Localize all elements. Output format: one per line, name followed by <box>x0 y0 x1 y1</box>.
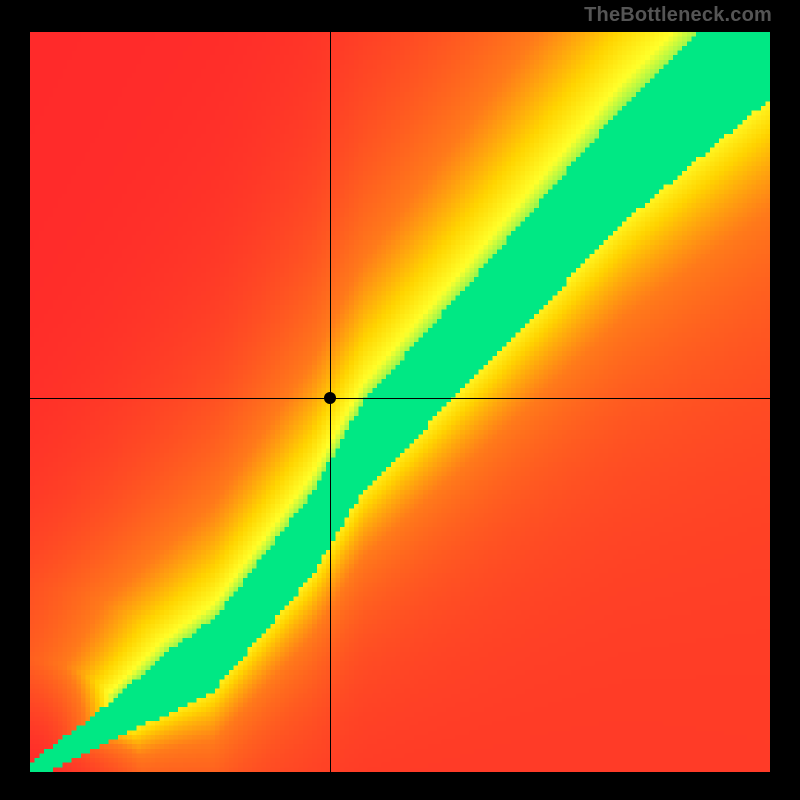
data-point-marker <box>324 392 336 404</box>
heatmap-canvas <box>30 32 770 772</box>
plot-area <box>30 32 770 772</box>
crosshair-horizontal <box>30 398 770 399</box>
watermark-text: TheBottleneck.com <box>584 4 772 27</box>
